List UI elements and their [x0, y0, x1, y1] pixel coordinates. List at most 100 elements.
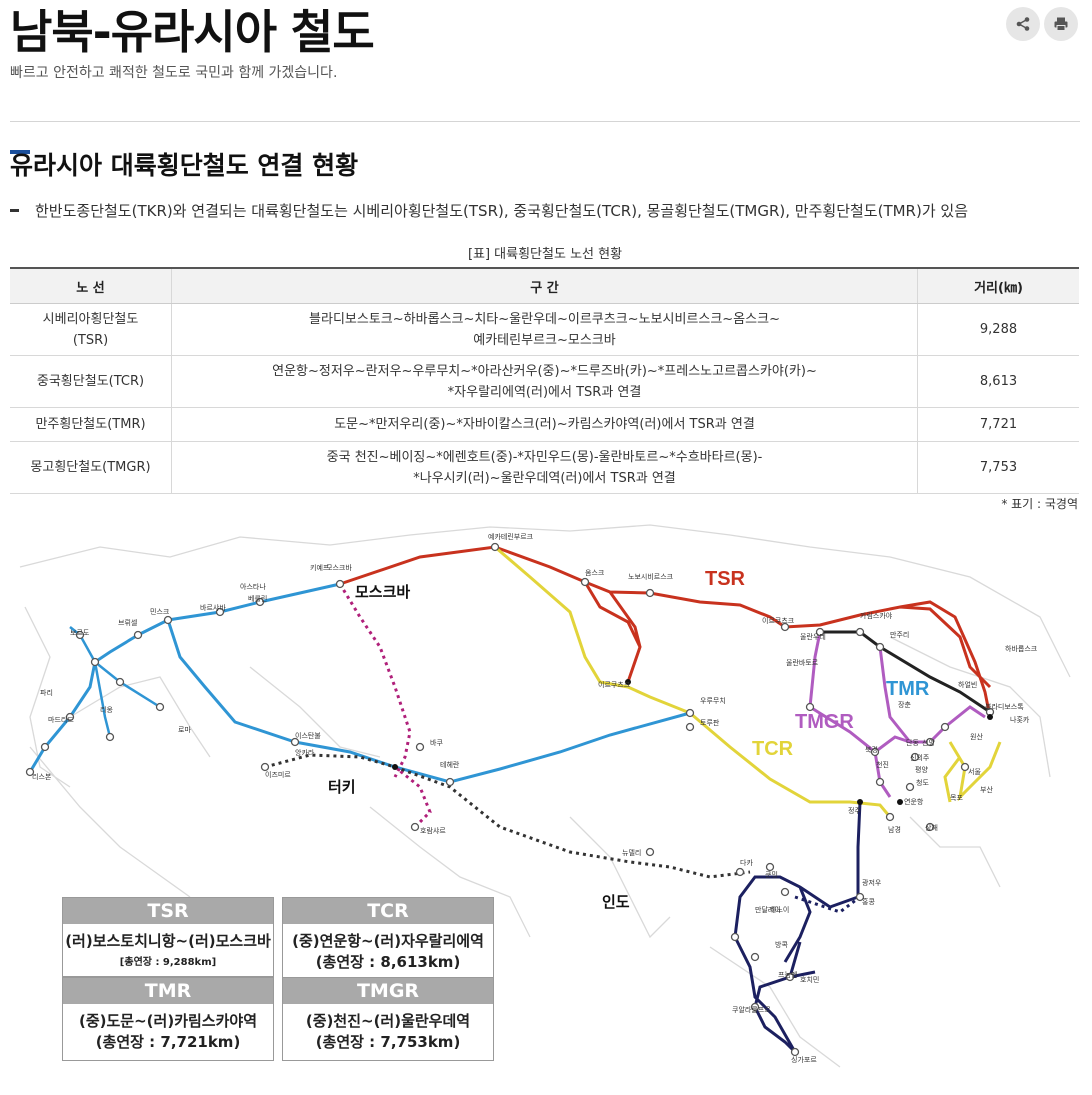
city-label: 부산	[980, 785, 993, 794]
city-label: 파리	[40, 688, 53, 697]
city-label: 목포	[950, 794, 963, 802]
legend-box-tmgr: TMGR (중)천진~(러)울란우데역 (총연장 : 7,753km)	[282, 977, 494, 1061]
city-label: 블라디보스톡	[985, 702, 1024, 711]
moscow-baku-line	[338, 583, 432, 829]
bullet-item: 한반도종단철도(TKR)와 연결되는 대륙횡단철도는 시베리아횡단철도(TSR)…	[10, 200, 968, 221]
section-title: 유라시아 대륙횡단철도 연결 현황	[10, 151, 359, 180]
route-cell: 몽고횡단철도(TMGR)	[10, 441, 172, 494]
section-cell-line: *자우랄리에역(러)에서 TSR과 연결	[447, 384, 642, 400]
bullet-dash	[10, 209, 19, 212]
legend-head: TCR	[283, 898, 493, 924]
city-label: 방콕	[775, 940, 788, 949]
central-asia-line	[166, 619, 691, 784]
route-cell: 중국횡단철도(TCR)	[10, 355, 172, 408]
table-header-row: 노 선 구 간 거리(㎞)	[10, 267, 1079, 304]
print-icon	[1054, 17, 1068, 31]
table-row: 중국횡단철도(TCR) 연운항~정저우~란저우~우루무치~*아라산커우(중)~*드…	[10, 355, 1079, 408]
city-label: 하얼빈	[958, 680, 977, 689]
legend-box-tcr: TCR (중)연운항~(러)자우랄리에역 (총연장 : 8,613km)	[282, 897, 494, 981]
section-cell-line: 연운항~정저우~란저우~우루무치~*아라산커우(중)~*드루즈바(카)~*프레스…	[272, 363, 817, 379]
legend-length: (총연장 : 8,613km)	[315, 953, 461, 971]
section-cell-line: *나우시키(러)~울란우데역(러)에서 TSR과 연결	[413, 470, 676, 486]
route-cell: 만주횡단철도(TMR)	[10, 407, 172, 442]
india-map-label: 인도	[602, 893, 630, 911]
table-row: 몽고횡단철도(TMGR) 중국 천진~베이징~*에렌호트(중)-*자민우드(몽)-…	[10, 441, 1079, 494]
city-label: 로마	[178, 725, 191, 734]
city-label: 바쿠	[430, 738, 443, 747]
city-label: 울란바토르	[786, 658, 819, 667]
city-label: 천진	[876, 760, 889, 769]
city-label: 상해	[925, 823, 938, 832]
border-station-note: * 표기 : 국경역	[1001, 497, 1078, 511]
city-label: 하바롭스크	[1005, 644, 1038, 653]
city-label: 단동	[906, 738, 919, 747]
tsr-branch-line	[583, 581, 642, 683]
legend-length: (총연장 : 7,753km)	[315, 1033, 461, 1051]
city-label: 장춘	[898, 700, 911, 709]
city-label: 만달레이	[755, 905, 781, 914]
city-label: 모스크바	[326, 563, 352, 572]
city-label: 노보시비르스크	[628, 572, 674, 581]
city-label: 이즈미르	[265, 770, 291, 779]
city-label: 호치민	[800, 975, 819, 984]
city-label: 쿤밍	[765, 870, 778, 879]
tsr-map-label: TSR	[705, 568, 746, 590]
route-cell-line: 시베리아횡단철도	[42, 311, 139, 327]
print-button[interactable]	[1044, 7, 1078, 41]
share-button[interactable]	[1006, 7, 1040, 41]
route-cell: 시베리아횡단철도 (TSR)	[10, 303, 172, 356]
city-label: 우루무치	[700, 696, 726, 705]
southeast-asia-line	[733, 801, 862, 1054]
city-label: 예카테린부르크	[488, 532, 534, 541]
legend-head: TMGR	[283, 978, 493, 1004]
column-header-section: 구 간	[171, 267, 918, 304]
legend-length: (총연장 : 7,721km)	[95, 1033, 241, 1051]
legend-head: TMR	[63, 978, 273, 1004]
city-label: 남경	[888, 825, 901, 834]
page-subtitle: 빠르고 안전하고 쾌적한 철도로 국민과 함께 가겠습니다.	[10, 65, 338, 81]
city-label: 평양	[915, 765, 928, 774]
legend-route: (중)천진~(러)울란우데역	[305, 1012, 471, 1030]
table-caption: [표] 대륙횡단철도 노선 현황	[467, 247, 623, 262]
section-cell: 연운항~정저우~란저우~우루무치~*아라산커우(중)~*드루즈바(카)~*프레스…	[171, 355, 918, 408]
legend-box-tsr: TSR (러)보스토치니항~(러)모스크바 [총연장 : 9,288km]	[62, 897, 274, 977]
city-label: 만주리	[890, 630, 909, 639]
tcr-korea-line	[943, 741, 1002, 803]
city-label: 리옹	[100, 705, 113, 714]
city-label: 정주	[848, 806, 861, 815]
city-label: 신의주	[910, 753, 930, 762]
section-cell-line: 예카테린부르크~모스크바	[473, 332, 616, 348]
city-label: 광저우	[862, 878, 882, 887]
page-title: 남북-유라시아 철도	[10, 5, 375, 59]
route-cell-line: (TSR)	[72, 332, 109, 348]
header-divider	[10, 121, 1080, 122]
section-cell-line: 블라디보스토크~하바롭스크~치타~울란우데~이르쿠츠크~노보시비르스크~옴스크~	[309, 311, 780, 327]
route-cell-line: 만주횡단철도(TMR)	[35, 417, 146, 432]
column-header-route: 노 선	[10, 267, 172, 304]
city-label: 바르샤바	[200, 603, 226, 612]
legend-box-tmr: TMR (중)도문~(러)카림스카야역 (총연장 : 7,721km)	[62, 977, 274, 1061]
legend-head: TSR	[63, 898, 273, 924]
city-label: 이스탄불	[295, 731, 321, 740]
city-label: 청도	[916, 779, 929, 787]
tcr-line	[494, 545, 892, 818]
city-label: 울란우데	[800, 633, 826, 641]
tmgr-branch-line	[878, 646, 912, 743]
tcr-map-label: TCR	[752, 738, 794, 760]
column-header-distance: 거리(㎞)	[917, 267, 1079, 304]
city-label: 다카	[740, 858, 753, 867]
turkey-map-label: 터키	[328, 778, 356, 796]
section-cell-line: 중국 천진~베이징~*에렌호트(중)-*자민우드(몽)-울란바토르~*수흐바타르…	[326, 449, 763, 465]
city-label: 하노이	[770, 905, 789, 914]
moscow-map-label: 모스크바	[355, 583, 410, 601]
railway-map-svg: TSR TMR TMGR TCR 모스크바 터키 인도 모스크바 예카테린부르크옴…	[19, 524, 1071, 1068]
table-row: 만주횡단철도(TMR) 도문~*만저우리(중)~*자바이칼스크(러)~카림스카야역…	[10, 407, 1079, 442]
city-label: 민스크	[150, 607, 170, 616]
distance-cell: 8,613	[917, 355, 1079, 408]
city-label: 서울	[968, 767, 981, 776]
tsr-line	[339, 545, 992, 689]
city-label: 앙카라	[295, 748, 315, 757]
bullet-text: 한반도종단철도(TKR)와 연결되는 대륙횡단철도는 시베리아횡단철도(TSR)…	[35, 202, 968, 220]
southeast-asia-dotted-line	[794, 895, 861, 914]
